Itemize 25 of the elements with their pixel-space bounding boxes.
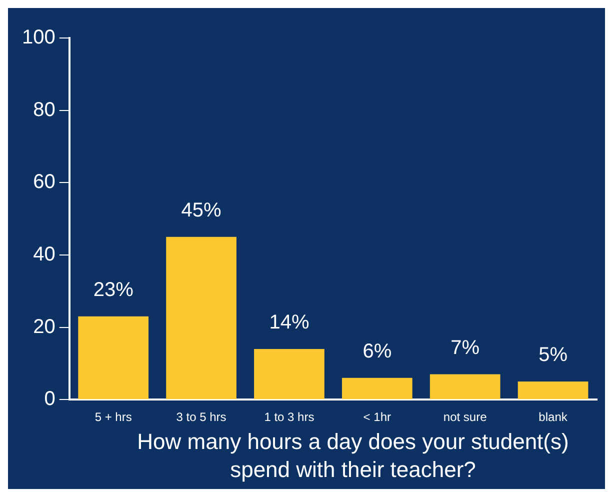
y-tick-label: 40 bbox=[33, 243, 56, 266]
data-label: 6% bbox=[362, 340, 392, 362]
bar bbox=[518, 382, 588, 400]
x-tick-label: 3 to 5 hrs bbox=[176, 410, 226, 424]
y-tick-label: 100 bbox=[22, 26, 56, 49]
data-label: 14% bbox=[269, 311, 310, 334]
bar bbox=[254, 348, 324, 400]
x-tick-label: 1 to 3 hrs bbox=[264, 410, 314, 424]
data-label: 45% bbox=[181, 199, 222, 222]
x-axis-title: How many hours a day does your student(s) spend with their teacher? bbox=[136, 428, 570, 484]
x-tick-label: < 1hr bbox=[363, 410, 391, 424]
x-tick-label: blank bbox=[538, 410, 568, 424]
bar bbox=[430, 374, 500, 400]
data-label: 7% bbox=[450, 336, 480, 359]
x-tick-label: not sure bbox=[443, 410, 488, 424]
y-tick-label: 20 bbox=[33, 316, 56, 338]
bar bbox=[342, 378, 412, 400]
y-tick-label: 0 bbox=[44, 388, 56, 410]
data-label: 5% bbox=[538, 344, 568, 366]
bar bbox=[78, 316, 149, 400]
y-tick-label: 60 bbox=[33, 171, 56, 194]
y-tick-label: 80 bbox=[33, 98, 56, 121]
bar bbox=[166, 236, 236, 400]
x-tick-label: 5 + hrs bbox=[94, 410, 132, 424]
data-label: 23% bbox=[93, 278, 134, 301]
